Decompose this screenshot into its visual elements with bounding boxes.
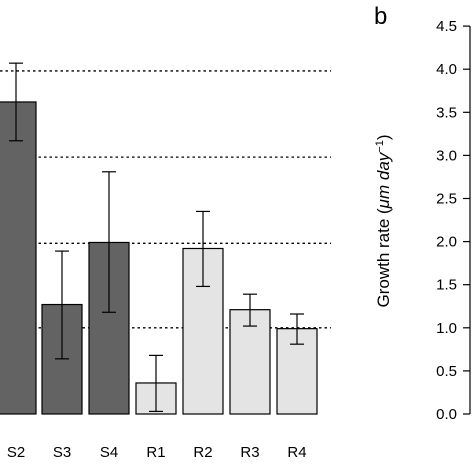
y-tick-label-7: 3.5: [436, 104, 457, 121]
y-label-suffix: ): [374, 134, 393, 140]
y-tick-label-1: 0.5: [436, 363, 457, 380]
y-tick-label-4: 2.0: [436, 234, 457, 251]
reference-lines: [0, 70, 331, 329]
y-label-unit: m day: [374, 151, 393, 199]
y-tick-label-6: 3.0: [436, 147, 457, 164]
y-tick-label-5: 2.5: [436, 191, 457, 208]
y-label-prefix: Growth rate (: [374, 208, 393, 308]
y-tick-label-9: 4.5: [436, 18, 457, 35]
category-label-r3: R3: [240, 444, 259, 461]
bar-r3: [229, 309, 271, 415]
bars: [0, 101, 318, 415]
category-label-s2: S2: [7, 444, 25, 461]
bar-s2: [0, 101, 37, 415]
y-tick-label-0: 0.0: [436, 406, 457, 423]
y-tick-label-3: 1.5: [436, 277, 457, 294]
category-labels: S2 S3 S4 R1 R2 R3 R4: [7, 444, 307, 461]
y-axis-label: Growth rate (μm day−1): [374, 134, 393, 307]
category-label-r1: R1: [146, 444, 165, 461]
category-label-r2: R2: [193, 444, 212, 461]
error-bars: [9, 62, 304, 413]
y-tick-label-8: 4.0: [436, 61, 457, 78]
category-label-s4: S4: [100, 444, 118, 461]
y-label-exponent: −1: [374, 140, 386, 153]
category-label-s3: S3: [53, 444, 71, 461]
y-label-mu: μ: [374, 198, 393, 209]
panel-label: b: [374, 3, 387, 30]
y-axis: 0.0 0.5 1.0 1.5 2.0 2.5 3.0 3.5 4.0 4.5: [436, 18, 471, 423]
category-label-r4: R4: [287, 444, 306, 461]
y-tick-label-2: 1.0: [436, 320, 457, 337]
